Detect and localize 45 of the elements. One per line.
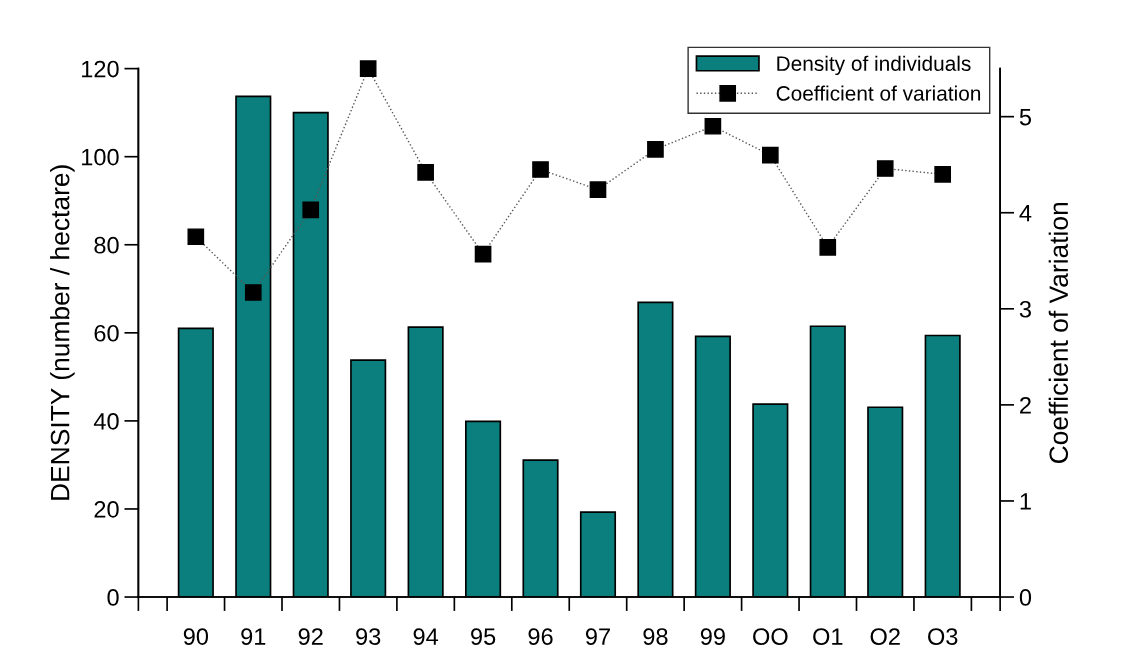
- legend-label: Density of individuals: [777, 55, 971, 76]
- point: [589, 181, 607, 199]
- y-tick-label: 20: [94, 501, 119, 518]
- x-tick-label: 99: [700, 628, 725, 645]
- point: [187, 228, 205, 246]
- y-axis-title: DENSITY (number / hectare): [50, 165, 75, 500]
- point: [819, 238, 837, 256]
- y-tick-label: 0: [107, 589, 119, 606]
- legend-label: Coefficient of variation: [776, 85, 981, 101]
- point: [704, 117, 722, 135]
- x-tick-label: O3: [928, 628, 958, 645]
- y2-tick-label: 4: [1019, 205, 1032, 222]
- x-tick-label: 96: [528, 628, 553, 645]
- x-tick-label: 92: [298, 628, 323, 645]
- point: [761, 146, 779, 164]
- point: [302, 201, 320, 219]
- x-tick-label: 91: [241, 628, 266, 645]
- x-tick-label: O1: [813, 628, 843, 645]
- x-tick-label: OO: [753, 628, 788, 645]
- y2-tick-label: 5: [1019, 108, 1032, 126]
- y2-axis-title: Coefficient of Variation: [1048, 202, 1069, 464]
- point: [876, 160, 894, 177]
- x-tick-label: 95: [471, 628, 496, 645]
- x-tick-label: 97: [585, 628, 610, 645]
- x-tick-label: 93: [356, 628, 381, 645]
- point: [647, 140, 664, 158]
- y-tick-label: 100: [82, 148, 119, 166]
- y-tick-label: 60: [94, 324, 119, 342]
- point: [359, 60, 377, 77]
- x-tick-label: 90: [183, 628, 209, 645]
- y-tick-label: 80: [94, 236, 119, 254]
- y2-tick-label: 3: [1019, 300, 1031, 318]
- x-tick-label: O2: [870, 628, 900, 645]
- point: [934, 165, 952, 183]
- point: [244, 284, 262, 301]
- point: [532, 161, 549, 178]
- y2-tick-label: 0: [1019, 589, 1032, 606]
- y-tick-label: 120: [82, 60, 119, 78]
- x-tick-label: 94: [413, 628, 439, 645]
- x-tick-label: 98: [643, 628, 668, 645]
- point: [474, 245, 492, 263]
- y2-tick-label: 2: [1020, 396, 1031, 414]
- point: [417, 164, 434, 181]
- y2-tick-label: 1: [1020, 493, 1031, 510]
- y-tick-label: 40: [93, 412, 119, 430]
